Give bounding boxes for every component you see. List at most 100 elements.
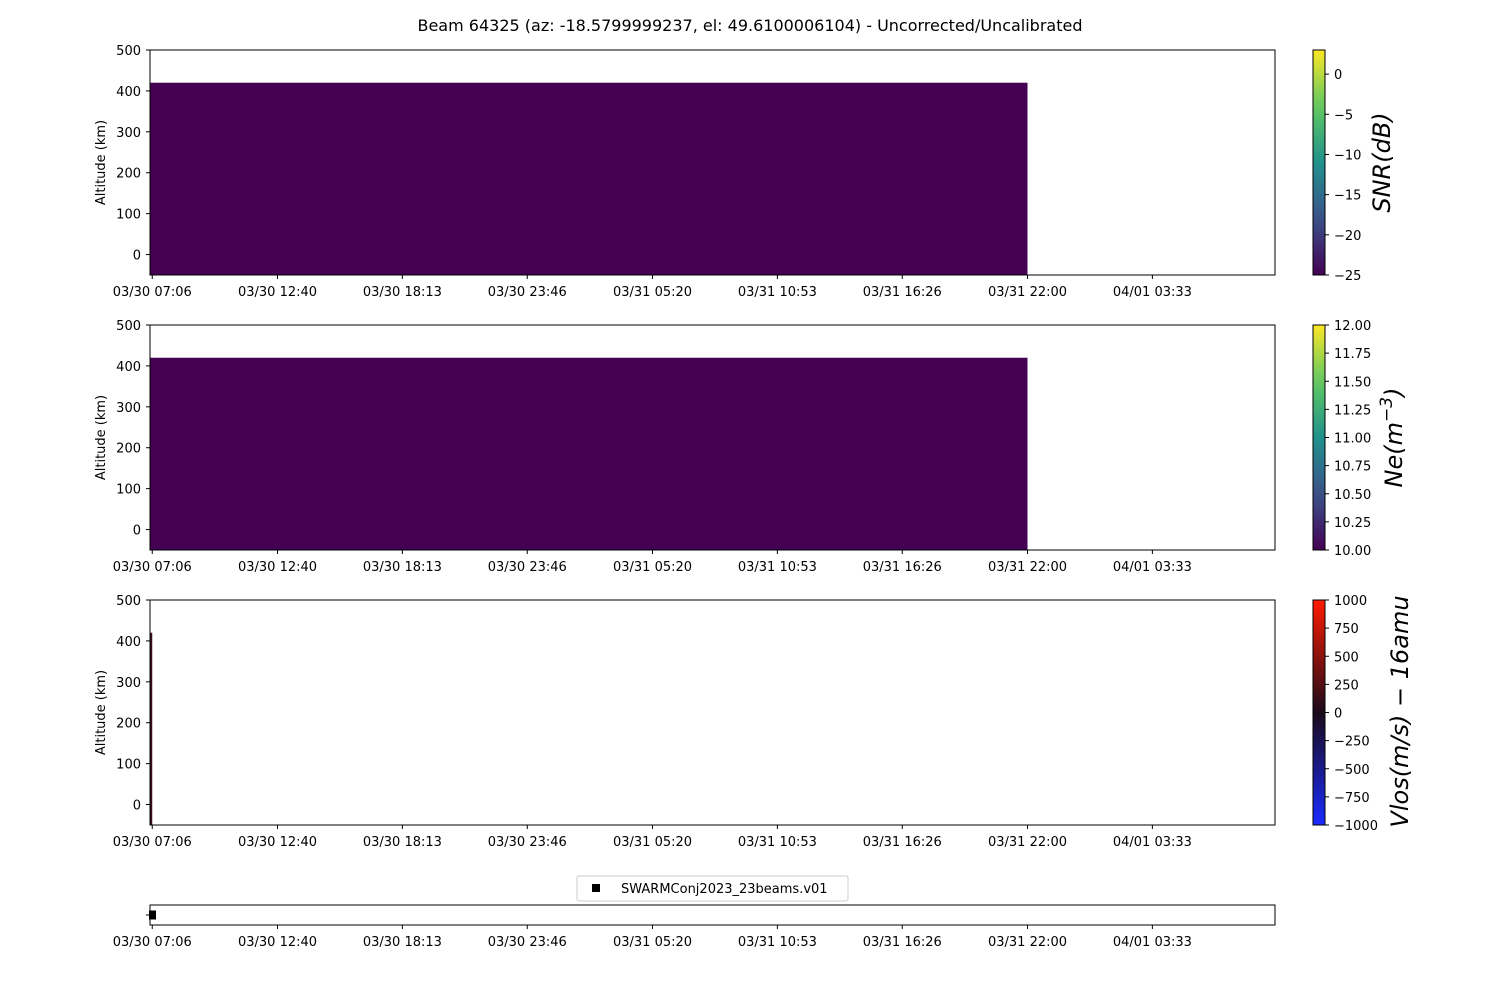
x-tick-label: 04/01 03:33	[1113, 560, 1192, 575]
y-tick-label: 400	[116, 635, 141, 650]
x-tick-label: 03/30 18:13	[363, 285, 442, 300]
colorbar-label-superscript: −3	[1377, 397, 1397, 422]
x-tick-label: 03/30 07:06	[113, 560, 192, 575]
y-tick-label: 200	[116, 717, 141, 732]
x-tick-label: 03/30 12:40	[238, 285, 317, 300]
x-tick-label: 03/30 07:06	[113, 835, 192, 850]
x-tick-label: 03/30 12:40	[238, 560, 317, 575]
colorbar-tick-label: 10.50	[1334, 488, 1371, 503]
y-tick-label: 0	[133, 799, 141, 814]
colorbar-tick-label: −5	[1334, 108, 1353, 123]
colorbar-snr: 0 −5 −10 −15 −20 −25 SNR(dB)	[1312, 49, 1396, 284]
x-tick-label: 03/31 05:20	[613, 560, 692, 575]
y-tick-label: 300	[116, 676, 141, 691]
colorbar-gradient	[1312, 49, 1326, 276]
y-tick-label: 500	[116, 319, 141, 334]
y-tick-label: 100	[116, 483, 141, 498]
colorbar-gradient	[1312, 324, 1326, 551]
colorbar-tick-label: 10.75	[1334, 460, 1371, 475]
colorbar-tick-label: −250	[1334, 735, 1370, 750]
x-tick-label: 03/31 05:20	[613, 935, 692, 950]
colorbar-tick-label: −1000	[1334, 819, 1378, 834]
y-axis-label: Altitude (km)	[94, 395, 109, 480]
colorbar-tick-label: −15	[1334, 189, 1361, 204]
x-tick-label: 03/30 23:46	[488, 835, 567, 850]
x-tick-label: 03/30 18:13	[363, 835, 442, 850]
panel-vlos: 0 100 200 300 400 500 Altitude (km) 03/30 07:06…	[94, 594, 1276, 850]
axes-frame	[149, 904, 1276, 926]
x-tick-label: 03/31 22:00	[988, 285, 1067, 300]
colorbar-tick-label: 0	[1334, 68, 1342, 83]
colorbar-tick-label: 500	[1334, 650, 1359, 665]
colorbar-tick-label: 11.75	[1334, 347, 1371, 362]
y-tick-label: 0	[133, 524, 141, 539]
colorbar-tick-label: −750	[1334, 791, 1370, 806]
x-tick-label: 03/31 16:26	[863, 935, 942, 950]
x-tick-label: 04/01 03:33	[1113, 935, 1192, 950]
colorbar-label: Vlos(m/s) − 16amu	[1386, 595, 1414, 827]
x-tick-label: 03/30 23:46	[488, 935, 567, 950]
x-tick-label: 03/31 10:53	[738, 560, 817, 575]
colorbar-label-end: )	[1380, 388, 1408, 399]
x-tick-label: 03/31 16:26	[863, 285, 942, 300]
colorbar-tick-label: −500	[1334, 763, 1370, 778]
panel-ne: 0 100 200 300 400 500 Altitude (km) 03/30 07:06…	[94, 319, 1276, 575]
x-tick-label: 03/30 12:40	[238, 835, 317, 850]
colorbar-tick-label: 11.25	[1334, 403, 1371, 418]
colorbar-gradient	[1312, 599, 1326, 826]
x-tick-label: 03/30 18:13	[363, 560, 442, 575]
y-tick-label: 500	[116, 44, 141, 59]
colorbar-tick-label: −25	[1334, 269, 1361, 284]
colorbar-label-main: Ne(m	[1380, 422, 1408, 487]
y-tick-label: 300	[116, 126, 141, 141]
x-tick-label: 03/30 07:06	[113, 285, 192, 300]
heatmap-cells	[150, 632, 153, 825]
x-tick-label: 03/31 05:20	[613, 285, 692, 300]
colorbar-label: Ne(m−3)	[1377, 388, 1408, 488]
y-tick-label: 100	[116, 758, 141, 773]
y-axis-label: Altitude (km)	[94, 670, 109, 755]
colorbar-tick-label: 750	[1334, 622, 1359, 637]
experiment-marker	[149, 910, 156, 920]
colorbar-tick-label: 10.00	[1334, 544, 1371, 559]
x-tick-label: 03/30 07:06	[113, 935, 192, 950]
axes-frame	[149, 324, 1276, 551]
x-tick-label: 03/31 22:00	[988, 835, 1067, 850]
y-tick-label: 400	[116, 360, 141, 375]
x-tick-label: 03/30 23:46	[488, 560, 567, 575]
y-tick-label: 200	[116, 167, 141, 182]
x-tick-label: 03/31 16:26	[863, 560, 942, 575]
colorbar-ne: 12.00 11.75 11.50 11.25 11.00 10.75 10.50 10.25…	[1312, 319, 1408, 559]
colorbar-tick-label: 11.50	[1334, 375, 1371, 390]
y-tick-label: 0	[133, 249, 141, 264]
colorbar-tick-label: 10.25	[1334, 516, 1371, 531]
x-tick-label: 03/31 10:53	[738, 835, 817, 850]
colorbar-vlos: 1000 750 500 250 0 −250 −500 −750 −1000 Vlos(m/s)…	[1312, 594, 1414, 834]
x-tick-label: 04/01 03:33	[1113, 285, 1192, 300]
colorbar-label: SNR(dB)	[1368, 112, 1396, 212]
x-tick-label: 03/30 23:46	[488, 285, 567, 300]
legend: SWARMConj2023_23beams.v01	[576, 875, 849, 902]
y-axis-label: Altitude (km)	[94, 120, 109, 205]
y-tick-label: 500	[116, 594, 141, 609]
colorbar-tick-label: 0	[1334, 707, 1342, 722]
panel-experiments: 03/30 07:06 03/30 12:40 03/30 18:13 03/30 2…	[113, 904, 1276, 950]
x-tick-label: 04/01 03:33	[1113, 835, 1192, 850]
axes-frame	[149, 49, 1276, 276]
legend-marker	[592, 884, 600, 892]
axes-frame	[149, 599, 1276, 826]
panel-snr: 0 100 200 300 400 500 Altitude (km) 03/30 07:06…	[94, 44, 1276, 300]
y-tick-label: 300	[116, 401, 141, 416]
y-tick-label: 400	[116, 85, 141, 100]
colorbar-tick-label: 12.00	[1334, 319, 1371, 334]
x-tick-label: 03/31 22:00	[988, 560, 1067, 575]
x-tick-label: 03/31 22:00	[988, 935, 1067, 950]
x-tick-label: 03/31 16:26	[863, 835, 942, 850]
heatmap-cells	[150, 82, 1028, 276]
y-tick-label: 200	[116, 442, 141, 457]
x-tick-label: 03/31 05:20	[613, 835, 692, 850]
colorbar-tick-label: −10	[1334, 148, 1361, 163]
colorbar-tick-label: 250	[1334, 678, 1359, 693]
